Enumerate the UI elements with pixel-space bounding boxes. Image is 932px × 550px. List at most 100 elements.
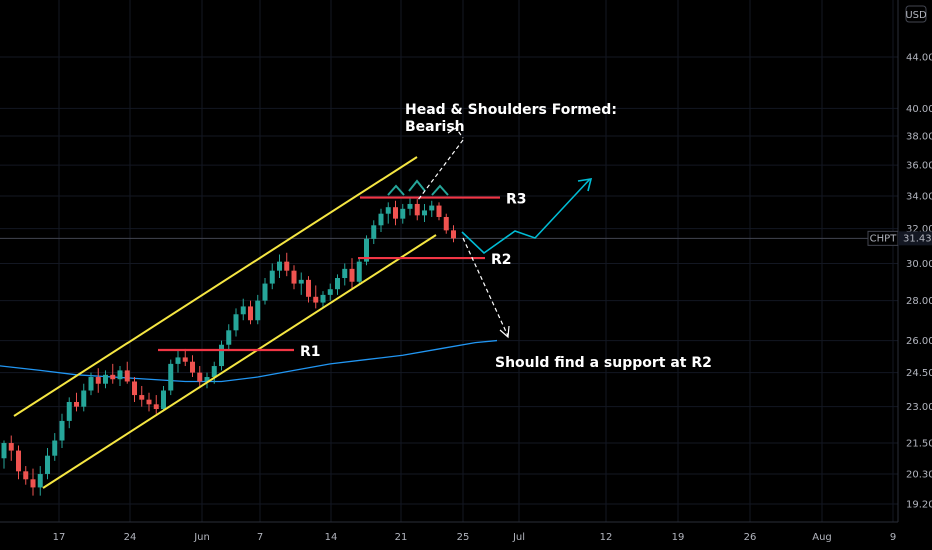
- level-r3[interactable]: R3: [360, 192, 527, 208]
- price-tick-label: 40.00: [906, 104, 932, 115]
- candle: [429, 200, 435, 217]
- last-price-badge: CHPT 31.43: [867, 230, 932, 246]
- candle: [371, 220, 377, 245]
- price-axis[interactable]: 44.00 40.00 38.00 36.00 34.00 32.00 30.00 28.00…: [906, 53, 932, 511]
- candle: [168, 359, 174, 396]
- candle: [255, 294, 261, 325]
- time-tick-label: Aug: [812, 532, 832, 543]
- candle: [37, 466, 43, 496]
- grid-vertical: [58, 0, 894, 522]
- candle: [364, 235, 369, 266]
- candle: [30, 468, 36, 496]
- candle: [139, 385, 145, 407]
- candle: [52, 433, 58, 461]
- price-tick-label: 26.00: [906, 336, 932, 347]
- hs-title-line1: Head & Shoulders Formed:: [405, 102, 617, 118]
- time-axis[interactable]: 17 24 Jun 7 14 21 25 Jul 12 19 26 Aug 9: [53, 532, 897, 543]
- candle: [124, 361, 130, 384]
- time-tick-label: 19: [672, 532, 685, 543]
- price-tick-label: 20.30: [906, 469, 932, 480]
- candle: [226, 324, 232, 352]
- time-tick-label: Jul: [512, 532, 525, 543]
- candle: [16, 445, 21, 480]
- price-tick-label: 21.50: [906, 439, 932, 450]
- candle: [66, 397, 72, 429]
- candle: [110, 363, 116, 384]
- candle: [8, 435, 14, 461]
- level-r1[interactable]: R1: [158, 344, 321, 360]
- time-tick-label: 26: [744, 532, 757, 543]
- symbol-label: CHPT: [870, 233, 898, 244]
- time-tick-label: 25: [457, 532, 470, 543]
- candle: [117, 366, 123, 386]
- last-price-label: 31.43: [903, 233, 932, 244]
- candle: [59, 413, 65, 449]
- candle: [385, 202, 391, 224]
- candle: [335, 274, 340, 295]
- candle: [313, 285, 319, 309]
- candle: [103, 370, 108, 389]
- candle: [349, 258, 355, 290]
- bullish-projection[interactable]: [461, 178, 593, 255]
- candle: [88, 372, 94, 396]
- head-shoulders-markers: [387, 179, 449, 196]
- candle: [306, 276, 311, 303]
- candle: [197, 366, 203, 389]
- bearish-projection[interactable]: [417, 127, 510, 339]
- candle: [23, 466, 29, 485]
- grid-horizontal: [0, 56, 898, 505]
- candle: [1, 440, 7, 469]
- candlestick-series: [1, 197, 456, 496]
- candle: [248, 300, 253, 325]
- time-tick-label: Jun: [193, 532, 210, 543]
- level-r2[interactable]: R2: [358, 252, 512, 268]
- downside-projection-line: [462, 237, 509, 337]
- candle: [342, 263, 348, 286]
- candle: [190, 355, 195, 378]
- candle: [269, 263, 275, 290]
- candle: [291, 265, 297, 290]
- candle: [153, 395, 159, 414]
- level-label: R1: [300, 344, 321, 360]
- right-shoulder-marker: [431, 184, 449, 196]
- price-tick-label: 24.50: [906, 368, 932, 379]
- candle: [414, 199, 420, 221]
- ma-line: [0, 339, 498, 383]
- candle: [407, 197, 413, 216]
- candle: [240, 298, 246, 321]
- price-tick-label: 34.00: [906, 191, 932, 202]
- time-tick-label: 9: [890, 532, 896, 543]
- candle: [436, 202, 442, 221]
- upside-arrow-icon: [577, 178, 593, 192]
- level-lines[interactable]: R1 R2 R3: [158, 192, 527, 360]
- price-tick-label: 28.00: [906, 296, 932, 307]
- candle: [175, 351, 181, 373]
- head-marker: [408, 179, 426, 192]
- ascending-channel[interactable]: [13, 156, 437, 489]
- price-tick-label: 44.00: [906, 53, 932, 64]
- currency-badge[interactable]: USD: [905, 5, 927, 23]
- time-tick-label: 14: [325, 532, 338, 543]
- candle: [74, 392, 79, 412]
- candle: [95, 368, 101, 393]
- candle: [81, 383, 87, 412]
- candle: [45, 448, 50, 480]
- left-shoulder-marker: [387, 184, 405, 196]
- candle: [356, 258, 362, 286]
- candle: [298, 272, 304, 295]
- time-tick-label: 17: [53, 532, 66, 543]
- candle: [233, 308, 239, 337]
- level-label: R3: [506, 192, 527, 208]
- candle: [443, 213, 449, 234]
- time-tick-label: 12: [600, 532, 613, 543]
- level-label: R2: [491, 252, 512, 268]
- candle: [132, 377, 137, 402]
- upside-projection-line: [461, 178, 591, 255]
- candle: [451, 225, 456, 243]
- channel-lower-line: [42, 234, 437, 489]
- time-tick-label: 21: [395, 532, 408, 543]
- hs-pointer-line: [417, 139, 464, 201]
- candle: [161, 385, 166, 412]
- candle: [378, 208, 384, 233]
